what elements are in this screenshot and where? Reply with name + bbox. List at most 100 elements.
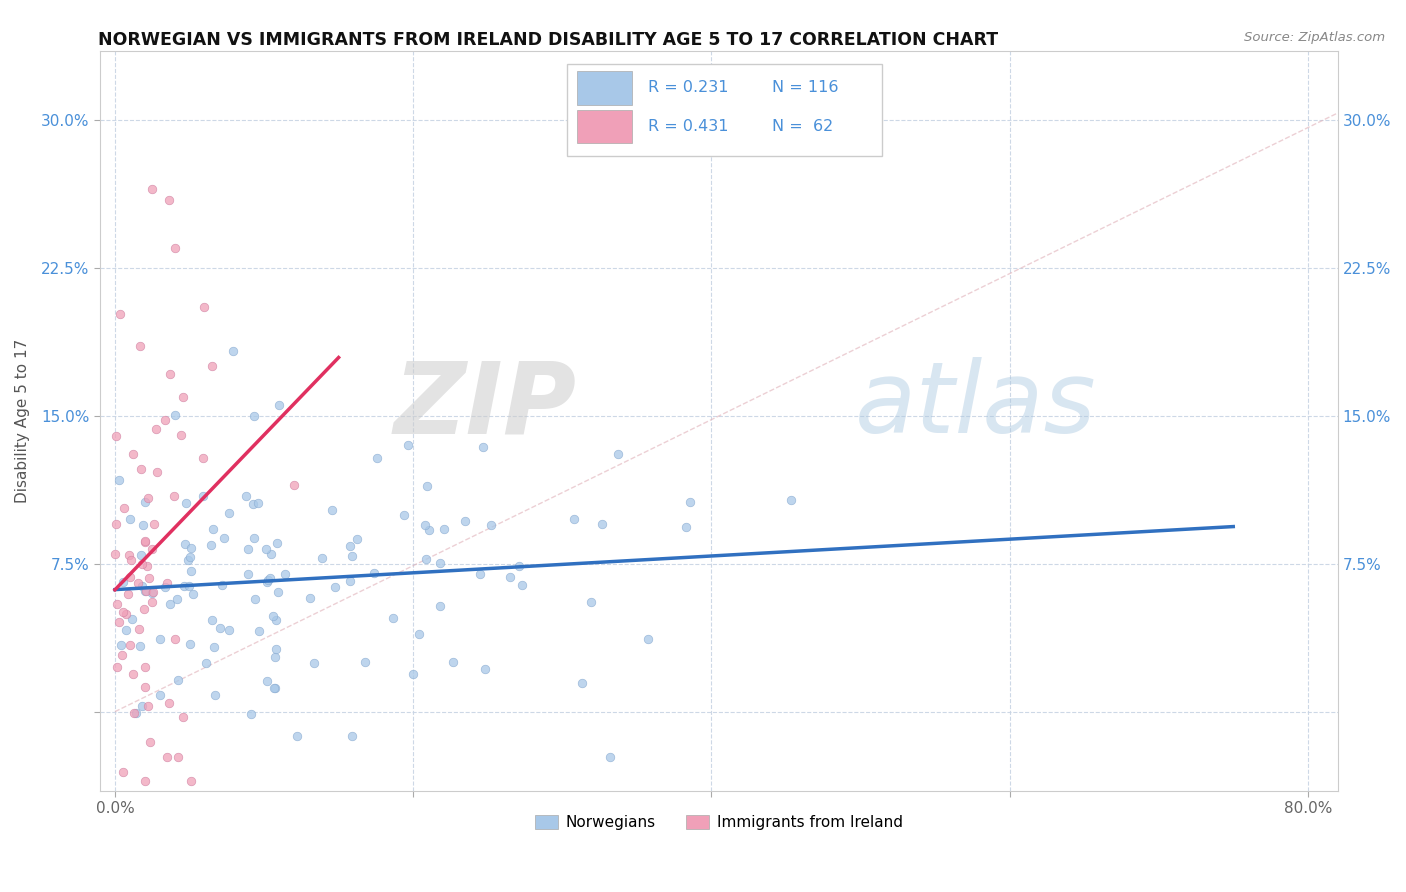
Point [131,698,153,713]
Point [134,534,156,549]
Point [177,553,200,567]
Point [323,581,346,595]
Point [581,595,603,609]
Point [149,632,172,647]
Point [156,749,179,764]
Point [121,612,143,626]
Text: atlas: atlas [855,358,1097,454]
Point [149,688,172,702]
Point [202,640,225,654]
Point [193,300,215,314]
Point [166,749,188,764]
Text: N =  62: N = 62 [772,119,834,134]
Point [416,479,439,493]
Point [110,638,132,652]
Point [128,623,150,637]
Point [637,632,659,647]
Point [266,536,288,550]
Point [433,522,456,536]
Point [441,655,464,669]
Point [170,428,193,442]
Point [599,749,621,764]
Point [283,477,305,491]
Point [129,639,152,653]
Point [498,569,520,583]
Point [105,660,128,674]
Point [235,489,257,503]
Point [218,623,240,637]
Point [122,447,145,461]
Point [479,518,502,533]
Point [134,602,156,616]
Point [138,571,160,585]
Point [339,574,361,588]
Point [238,567,260,582]
Point [429,556,451,570]
Point [174,496,197,510]
Point [104,547,127,561]
Point [141,182,163,196]
Point [141,586,163,600]
Point [508,559,530,574]
Point [264,650,287,665]
Point [474,662,496,676]
Point [125,706,148,721]
Point [111,575,134,590]
Point [120,512,142,526]
Point [117,587,139,601]
FancyBboxPatch shape [567,64,882,156]
Point [510,578,533,592]
Point [204,688,226,702]
Point [321,502,343,516]
Point [606,447,628,461]
Point [243,409,266,423]
Point [179,637,201,651]
Point [675,520,697,534]
Point [131,579,153,593]
Point [177,579,200,593]
Point [111,605,134,619]
Point [134,660,156,674]
Point [141,541,163,556]
Point [141,595,163,609]
Point [135,583,157,598]
Point [408,627,430,641]
Point [468,566,491,581]
Point [366,450,388,465]
Point [165,632,187,647]
Point [472,440,495,454]
Point [413,517,436,532]
Point [142,585,165,599]
Point [342,729,364,743]
Point [138,698,160,713]
Point [129,548,152,562]
Text: N = 116: N = 116 [772,80,838,95]
Point [418,524,440,538]
Point [211,578,233,592]
Point [120,569,142,583]
Text: Source: ZipAtlas.com: Source: ZipAtlas.com [1244,31,1385,45]
Point [136,559,159,574]
Point [153,412,176,426]
Point [118,638,141,652]
Point [173,579,195,593]
Point [134,533,156,548]
Point [114,607,136,622]
Point [242,497,264,511]
Point [111,648,134,662]
Point [264,681,287,695]
Bar [576,110,633,144]
Point [108,307,131,321]
Point [145,422,167,436]
Point [153,580,176,594]
Point [174,537,197,551]
Point [166,592,188,607]
Point [218,506,240,520]
Point [262,608,284,623]
Point [131,557,153,571]
Point [129,461,152,475]
Point [402,666,425,681]
Point [122,667,145,681]
Point [105,597,128,611]
Point [134,773,156,788]
